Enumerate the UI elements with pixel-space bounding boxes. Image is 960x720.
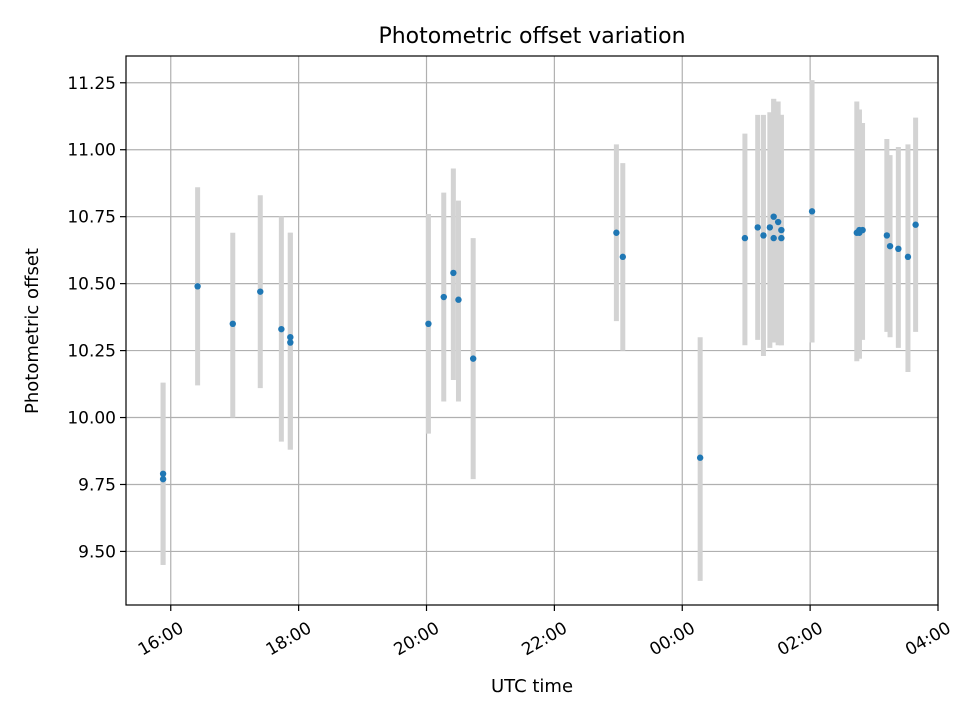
data-point bbox=[287, 339, 294, 346]
data-point bbox=[754, 224, 761, 231]
data-point bbox=[895, 245, 902, 253]
data-point bbox=[440, 293, 447, 301]
data-point bbox=[425, 320, 432, 328]
data-point bbox=[859, 226, 866, 234]
data-point bbox=[770, 213, 777, 220]
y-tick-label: 9.50 bbox=[78, 542, 116, 562]
data-point bbox=[194, 283, 201, 290]
data-point bbox=[455, 296, 462, 303]
data-point bbox=[229, 320, 236, 328]
data-point bbox=[778, 234, 785, 242]
data-point bbox=[257, 288, 264, 295]
data-point bbox=[278, 325, 285, 333]
y-tick-label: 10.50 bbox=[67, 275, 116, 295]
y-tick-label: 9.75 bbox=[78, 475, 116, 495]
data-point bbox=[159, 470, 167, 477]
data-point bbox=[883, 232, 891, 239]
data-point bbox=[808, 208, 816, 215]
data-point bbox=[912, 221, 919, 228]
plot-area-frame bbox=[125, 55, 939, 606]
data-point bbox=[613, 229, 620, 236]
data-point bbox=[696, 454, 704, 461]
data-point bbox=[760, 232, 767, 239]
data-points bbox=[159, 208, 919, 483]
data-point bbox=[619, 253, 626, 261]
data-point bbox=[450, 269, 457, 277]
data-point bbox=[886, 242, 894, 250]
data-point bbox=[766, 224, 774, 231]
x-axis-label: UTC time bbox=[491, 676, 573, 697]
y-tick-label: 10.25 bbox=[67, 342, 116, 362]
data-point bbox=[469, 355, 477, 362]
y-axis-label: Photometric offset bbox=[22, 248, 43, 414]
data-point bbox=[774, 218, 782, 226]
y-tick-label: 11.00 bbox=[67, 141, 116, 161]
data-point bbox=[770, 234, 777, 242]
y-tick-label: 11.25 bbox=[67, 74, 116, 94]
y-tick-label: 10.00 bbox=[67, 409, 116, 429]
data-point bbox=[159, 475, 167, 483]
data-point bbox=[904, 253, 912, 261]
data-point bbox=[778, 226, 785, 234]
y-tick-label: 10.75 bbox=[67, 208, 116, 228]
data-point bbox=[287, 333, 294, 341]
chart-title: Photometric offset variation bbox=[378, 24, 685, 49]
data-point bbox=[741, 234, 749, 242]
